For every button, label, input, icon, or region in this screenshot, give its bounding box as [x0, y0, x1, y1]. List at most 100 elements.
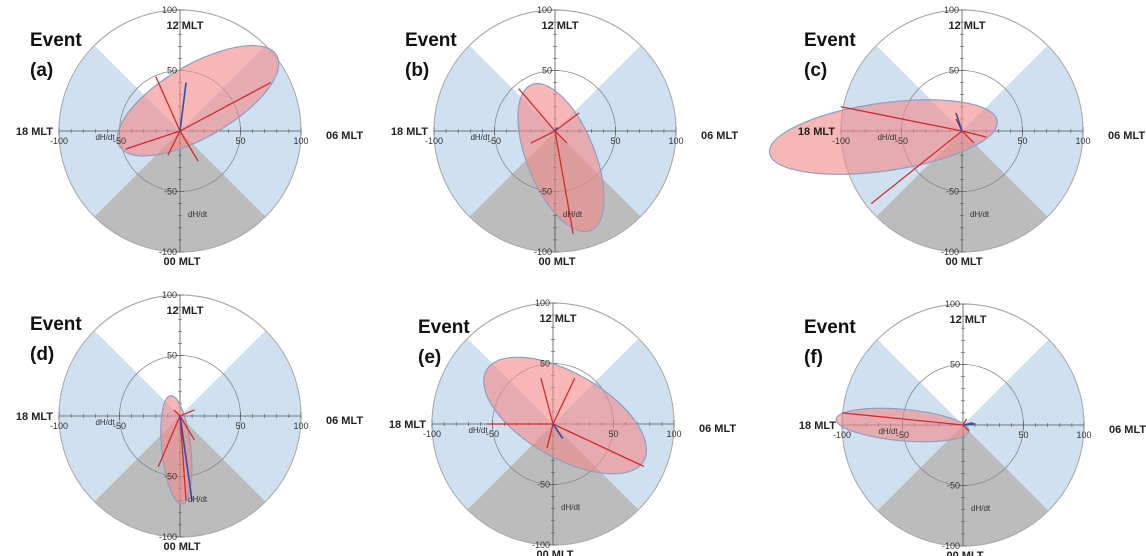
polar-panel-6: 100 50 -50 -100 -100 -50 50 100 dH/dt dH/dt 12 MLT… [799, 299, 1146, 556]
label-00-mlt: 00 MLT [163, 541, 200, 553]
y-tick-label: 50 [949, 66, 959, 76]
red-vector [961, 130, 975, 144]
event-title: Event [418, 317, 470, 338]
y-tick-label: 100 [535, 298, 550, 308]
label-00-mlt: 00 MLT [946, 550, 983, 556]
red-vector [962, 424, 970, 432]
y-tick-label: 50 [167, 66, 177, 76]
event-title: Event [804, 30, 856, 51]
panel-label: (c) [804, 60, 827, 81]
y-axis-title: dH/dt [971, 504, 991, 513]
event-title: Event [30, 314, 82, 335]
x-axis-title: dH/dt [468, 426, 488, 435]
x-axis-title: dH/dt [95, 133, 115, 142]
y-tick-label: 100 [945, 299, 960, 309]
blue-vector [955, 112, 963, 132]
red-vector [840, 106, 963, 132]
polar-panel-3: 100 50 -50 -100 -100 -50 50 100 dH/dt dH/dt 12 MLT… [768, 5, 1145, 268]
red-vector [157, 415, 181, 468]
red-vector [962, 418, 968, 426]
red-vector [518, 88, 556, 132]
y-tick-label: -50 [537, 480, 550, 490]
x-tick-label: 100 [666, 429, 681, 439]
y-tick-label: -100 [532, 540, 550, 550]
x-axis-title: dH/dt [878, 427, 898, 436]
red-vector [554, 130, 574, 234]
x-tick-label: -50 [488, 136, 501, 146]
label-12-mlt: 12 MLT [166, 305, 203, 317]
y-axis-title: dH/dt [188, 495, 208, 504]
y-tick-label: -100 [534, 247, 552, 257]
label-12-mlt: 12 MLT [949, 314, 986, 326]
polar-panel-2: 100 50 -50 -100 -100 -50 50 100 dH/dt dH/dt 12 MLT… [391, 5, 738, 268]
label-00-mlt: 00 MLT [536, 549, 573, 556]
panel-label: (e) [418, 347, 441, 368]
panel-label: (f) [804, 347, 823, 368]
red-vector [179, 82, 272, 132]
label-12-mlt: 12 MLT [541, 20, 578, 32]
red-vector [961, 130, 987, 138]
x-tick-label: -100 [50, 421, 68, 431]
y-tick-label: -50 [947, 481, 960, 491]
red-vector [841, 412, 964, 426]
x-tick-label: 50 [608, 429, 618, 439]
label-18-mlt: 18 MLT [389, 419, 426, 431]
x-tick-label: 50 [1017, 136, 1027, 146]
red-vector [870, 130, 963, 205]
x-tick-label: -50 [895, 136, 908, 146]
variance-ellipse [483, 356, 648, 475]
blue-vector [552, 423, 564, 439]
x-tick-label: -100 [833, 430, 851, 440]
red-vector [554, 112, 580, 132]
blue-vector [554, 126, 559, 132]
label-06-mlt: 06 MLT [701, 130, 738, 142]
x-tick-label: 100 [293, 421, 308, 431]
x-tick-label: -100 [832, 136, 850, 146]
blue-vector [962, 422, 976, 426]
red-vector [167, 130, 181, 156]
red-vector [552, 377, 576, 425]
y-tick-label: 50 [540, 359, 550, 369]
x-tick-label: -50 [113, 421, 126, 431]
y-axis-title: dH/dt [188, 210, 208, 219]
red-vector [173, 409, 181, 417]
polar-panel-1: 100 50 -50 -100 -100 -50 50 100 dH/dt dH/dt 12 MLT… [16, 5, 363, 268]
polar-panel-5: 100 50 -50 -100 -100 -50 50 100 dH/dt dH/dt 12 MLT… [389, 298, 736, 556]
x-tick-label: 100 [293, 136, 308, 146]
red-vector [179, 130, 199, 162]
x-tick-label: 100 [668, 136, 683, 146]
x-tick-label: 100 [1075, 136, 1090, 146]
y-axis-title: dH/dt [561, 503, 581, 512]
polar-panel-4: 100 50 -50 -100 -100 -50 50 100 dH/dt dH/dt 12 MLT… [16, 290, 363, 553]
x-tick-label: 50 [610, 136, 620, 146]
event-title: Event [804, 317, 856, 338]
label-00-mlt: 00 MLT [538, 256, 575, 268]
x-tick-label: -50 [486, 429, 499, 439]
red-vector [540, 377, 554, 425]
variance-ellipse [517, 83, 605, 233]
y-tick-label: -100 [941, 247, 959, 257]
label-00-mlt: 00 MLT [945, 256, 982, 268]
x-tick-label: 100 [1076, 430, 1091, 440]
red-vector [179, 415, 196, 441]
panel-label: (b) [405, 60, 429, 81]
y-tick-label: 50 [167, 351, 177, 361]
y-tick-label: 100 [162, 5, 177, 15]
label-12-mlt: 12 MLT [166, 20, 203, 32]
label-18-mlt: 18 MLT [391, 126, 428, 138]
y-tick-label: 100 [537, 5, 552, 15]
x-axis-title: dH/dt [877, 133, 897, 142]
y-axis-title: dH/dt [970, 210, 990, 219]
label-06-mlt: 06 MLT [1109, 424, 1146, 436]
red-vector [155, 76, 181, 132]
red-vector [554, 130, 568, 144]
x-axis-title: dH/dt [95, 418, 115, 427]
label-12-mlt: 12 MLT [948, 20, 985, 32]
y-tick-label: 100 [162, 290, 177, 300]
x-axis-title: dH/dt [470, 133, 490, 142]
x-tick-label: 50 [1018, 430, 1028, 440]
label-18-mlt: 18 MLT [16, 411, 53, 423]
label-06-mlt: 06 MLT [699, 423, 736, 435]
label-00-mlt: 00 MLT [163, 256, 200, 268]
red-vector [179, 415, 187, 501]
